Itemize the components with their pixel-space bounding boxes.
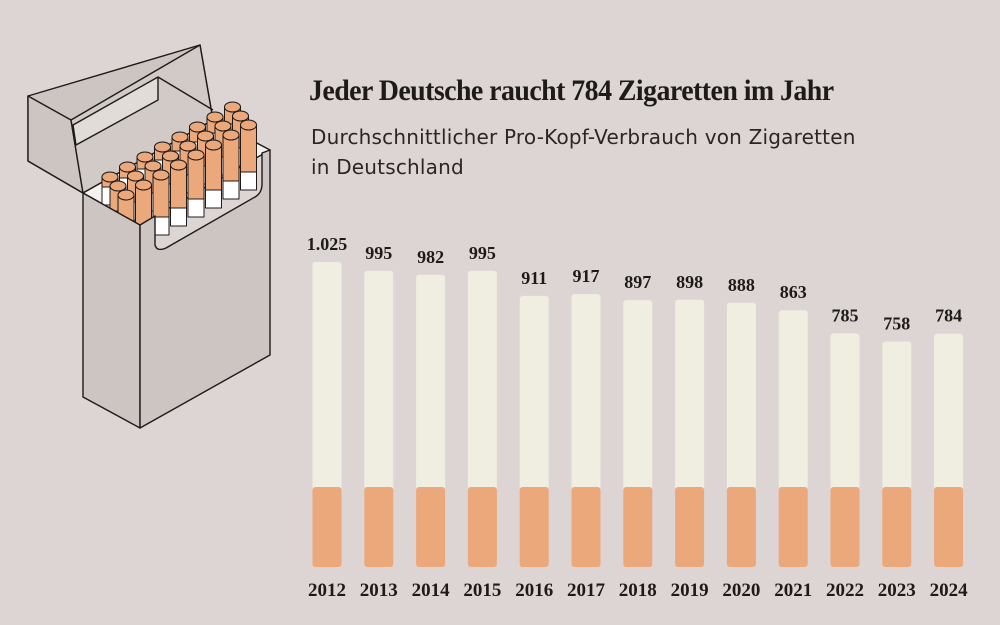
bar-2023: 758 2023 xyxy=(878,313,916,601)
x-tick-label: 2019 xyxy=(671,580,709,601)
bar-filter xyxy=(726,487,756,567)
bar-paper xyxy=(934,333,964,491)
bar-filter xyxy=(571,487,601,567)
bar-paper xyxy=(830,333,860,491)
value-label: 911 xyxy=(521,268,547,288)
bar-filter xyxy=(830,487,860,567)
bar-2019: 898 2019 xyxy=(671,272,709,601)
bar-filter xyxy=(416,487,446,567)
bar-paper xyxy=(882,341,912,491)
x-tick-label: 2020 xyxy=(722,580,760,601)
bar-paper xyxy=(778,310,808,491)
bar-paper xyxy=(312,262,342,491)
value-label: 995 xyxy=(469,243,496,263)
value-label: 784 xyxy=(935,306,962,326)
bar-filter xyxy=(934,487,964,567)
bar-paper xyxy=(571,294,601,491)
value-label: 897 xyxy=(624,272,651,292)
bar-filter xyxy=(467,487,497,567)
bar-paper xyxy=(364,270,394,491)
bar-filter xyxy=(312,487,342,567)
bar-2018: 897 2018 xyxy=(619,272,657,601)
value-label: 758 xyxy=(883,313,910,333)
value-label: 917 xyxy=(573,266,600,286)
x-tick-label: 2014 xyxy=(412,580,451,601)
bar-paper xyxy=(623,300,653,491)
bar-filter xyxy=(882,487,912,567)
bar-2021: 863 2021 xyxy=(774,282,812,601)
bar-filter xyxy=(778,487,808,567)
x-tick-label: 2015 xyxy=(463,580,501,601)
x-tick-label: 2012 xyxy=(308,580,346,601)
x-tick-label: 2017 xyxy=(567,580,606,601)
x-tick-label: 2023 xyxy=(878,580,916,601)
value-label: 1.025 xyxy=(307,234,348,254)
bar-filter xyxy=(675,487,705,567)
bar-filter xyxy=(364,487,394,567)
bar-2014: 982 2014 xyxy=(412,247,451,601)
bar-2015: 995 2015 xyxy=(463,243,501,601)
value-label: 995 xyxy=(365,243,392,263)
bar-paper xyxy=(519,295,549,491)
bar-2024: 784 2024 xyxy=(930,306,969,601)
bar-2016: 911 2016 xyxy=(515,268,553,601)
value-label: 785 xyxy=(832,305,859,325)
bar-paper xyxy=(416,274,446,491)
x-tick-label: 2018 xyxy=(619,580,657,601)
value-label: 888 xyxy=(728,275,755,295)
bar-2012: 1.025 2012 xyxy=(307,234,348,601)
bar-filter xyxy=(519,487,549,567)
x-tick-label: 2021 xyxy=(774,580,812,601)
bar-2022: 785 2022 xyxy=(826,305,864,601)
x-tick-label: 2013 xyxy=(360,580,398,601)
value-label: 982 xyxy=(417,247,444,267)
bar-2013: 995 2013 xyxy=(360,243,398,601)
bar-paper xyxy=(675,299,705,491)
chart-title: Jeder Deutsche raucht 784 Zigaretten im … xyxy=(309,74,834,107)
x-tick-label: 2022 xyxy=(826,580,864,601)
x-tick-label: 2024 xyxy=(930,580,969,601)
value-label: 863 xyxy=(780,282,807,302)
bar-filter xyxy=(623,487,653,567)
chart-subtitle: Durchschnittlicher Pro-Kopf-Verbrauch vo… xyxy=(311,125,856,179)
bar-paper xyxy=(467,270,497,491)
bar-paper xyxy=(726,302,756,491)
x-tick-label: 2016 xyxy=(515,580,553,601)
cigarette-pack-icon xyxy=(27,44,271,429)
bar-2017: 917 2017 xyxy=(567,266,606,601)
value-label: 898 xyxy=(676,272,703,292)
bar-2020: 888 2020 xyxy=(722,275,760,601)
